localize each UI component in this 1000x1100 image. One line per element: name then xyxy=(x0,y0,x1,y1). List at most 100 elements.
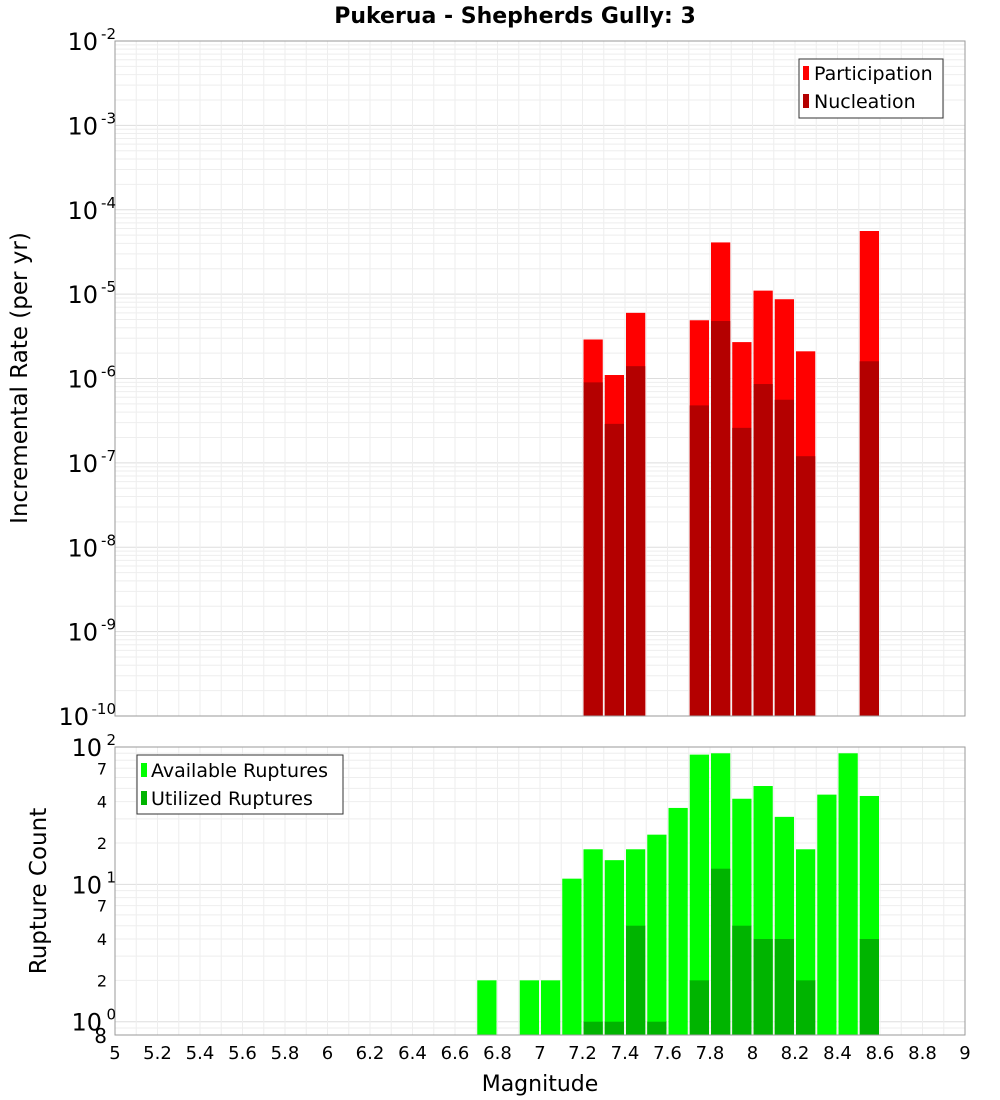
top-legend-label: Participation xyxy=(814,63,933,85)
x-tick-label: 5.6 xyxy=(228,1043,257,1064)
bottom-y-tick-label: 110 xyxy=(71,868,116,899)
top-legend-box xyxy=(798,58,944,119)
top-legend-label: Nucleation xyxy=(814,91,916,113)
chart-title: Pukerua - Shepherds Gully: 3 xyxy=(334,4,696,29)
available-ruptures-bar xyxy=(668,807,688,1035)
available-ruptures-bar xyxy=(817,794,837,1035)
utilized-ruptures-bar xyxy=(689,980,709,1035)
x-tick-label: 5.4 xyxy=(186,1043,215,1064)
nucleation-bar xyxy=(604,423,624,716)
utilized-ruptures-bar xyxy=(774,939,794,1035)
svg-text:-10: -10 xyxy=(92,700,117,718)
top-legend-swatch xyxy=(803,94,809,108)
top-series-1 xyxy=(583,321,879,716)
svg-text:10: 10 xyxy=(67,28,98,56)
nucleation-bar xyxy=(774,399,794,716)
utilized-ruptures-bar xyxy=(711,868,731,1035)
nucleation-bar xyxy=(689,405,709,716)
x-tick-label: 7 xyxy=(534,1043,545,1064)
available-ruptures-bar xyxy=(838,753,858,1035)
x-tick-label: 7.6 xyxy=(653,1043,682,1064)
top-plot-frame xyxy=(114,40,966,717)
nucleation-bar xyxy=(732,427,752,716)
utilized-ruptures-bar xyxy=(604,1021,624,1035)
x-tick-label: 6.2 xyxy=(356,1043,385,1064)
svg-text:10: 10 xyxy=(67,281,98,309)
top-y-tick-label: -410 xyxy=(67,194,116,225)
x-tick-label: 8 xyxy=(747,1043,758,1064)
bottom-y-axis-label: Rupture Count xyxy=(26,808,52,974)
top-y-tick-label: -810 xyxy=(67,531,116,562)
svg-text:-9: -9 xyxy=(101,616,116,634)
x-tick-label: 7.2 xyxy=(568,1043,597,1064)
svg-text:2: 2 xyxy=(106,731,116,749)
x-tick-label: 5.8 xyxy=(271,1043,300,1064)
available-ruptures-bar xyxy=(604,860,624,1035)
available-ruptures-bar xyxy=(689,754,709,1035)
svg-text:10: 10 xyxy=(67,619,98,647)
top-y-tick-label: -510 xyxy=(67,278,116,309)
utilized-ruptures-bar xyxy=(626,925,646,1035)
x-tick-label: 6.8 xyxy=(483,1043,512,1064)
x-axis-ticks: 5 5.2 5.4 5.6 5.8 6 6.2 6.4 6.6 6.8 7 7.2 7.4 7.6 7.8 8… xyxy=(109,1043,970,1064)
top-y-tick-label: -610 xyxy=(67,363,116,394)
svg-text:0: 0 xyxy=(106,1006,116,1024)
bottom-y-tick-label: 010 xyxy=(71,1006,116,1037)
available-ruptures-bar xyxy=(647,834,667,1035)
x-tick-label: 7.4 xyxy=(611,1043,640,1064)
bottom-y-minor-tick-label: 4 xyxy=(97,930,107,949)
svg-text:10: 10 xyxy=(67,534,98,562)
bottom-legend-label: Available Ruptures xyxy=(151,760,328,782)
nucleation-bar xyxy=(626,366,646,716)
available-ruptures-bar xyxy=(477,980,497,1035)
utilized-ruptures-bar xyxy=(647,1021,667,1035)
nucleation-bar xyxy=(796,456,816,716)
svg-text:-2: -2 xyxy=(101,25,116,43)
svg-text:10: 10 xyxy=(58,703,89,731)
top-y-tick-label: -910 xyxy=(67,616,116,647)
nucleation-bar xyxy=(583,382,603,716)
utilized-ruptures-bar xyxy=(796,980,816,1035)
svg-text:10: 10 xyxy=(71,734,102,762)
nucleation-bar xyxy=(753,384,773,716)
bottom-legend-swatch xyxy=(141,791,147,805)
utilized-ruptures-bar xyxy=(732,925,752,1035)
utilized-ruptures-bar xyxy=(583,1021,603,1035)
svg-text:10: 10 xyxy=(71,1009,102,1037)
svg-text:10: 10 xyxy=(67,197,98,225)
top-legend: Participation Nucleation xyxy=(798,58,944,119)
x-tick-label: 5.2 xyxy=(143,1043,172,1064)
bottom-y-minor-tick-label: 7 xyxy=(97,759,107,778)
svg-text:-7: -7 xyxy=(101,447,116,465)
available-ruptures-bar xyxy=(583,849,603,1035)
x-tick-label: 6 xyxy=(322,1043,333,1064)
nucleation-bar xyxy=(859,361,879,716)
top-grid xyxy=(114,41,966,717)
x-tick-label: 5 xyxy=(109,1043,120,1064)
top-y-tick-label: -710 xyxy=(67,447,116,478)
bottom-y-minor-tick-label: 7 xyxy=(97,897,107,916)
available-ruptures-bar xyxy=(519,980,539,1035)
svg-text:10: 10 xyxy=(71,871,102,899)
svg-text:-6: -6 xyxy=(101,363,116,381)
bottom-legend-box xyxy=(136,754,344,815)
x-tick-label: 8.4 xyxy=(823,1043,852,1064)
utilized-ruptures-bar xyxy=(859,939,879,1035)
utilized-ruptures-bar xyxy=(753,939,773,1035)
bottom-series-0 xyxy=(477,753,879,1035)
svg-text:1: 1 xyxy=(106,868,116,886)
bottom-legend-swatch xyxy=(141,763,147,777)
bottom-y-minor-tick-label: 4 xyxy=(97,793,107,812)
bottom-y-minor-tick-label: 2 xyxy=(97,834,107,853)
bottom-y-corner-label: 8 xyxy=(94,1024,107,1048)
top-y-axis-label: Incremental Rate (per yr) xyxy=(7,232,33,524)
top-y-tick-label: -310 xyxy=(67,109,116,140)
svg-text:-4: -4 xyxy=(101,194,116,212)
bottom-legend-label: Utilized Ruptures xyxy=(151,788,313,810)
x-tick-label: 7.8 xyxy=(696,1043,725,1064)
x-tick-label: 6.6 xyxy=(441,1043,470,1064)
top-y-tick-label: -210 xyxy=(67,25,116,56)
